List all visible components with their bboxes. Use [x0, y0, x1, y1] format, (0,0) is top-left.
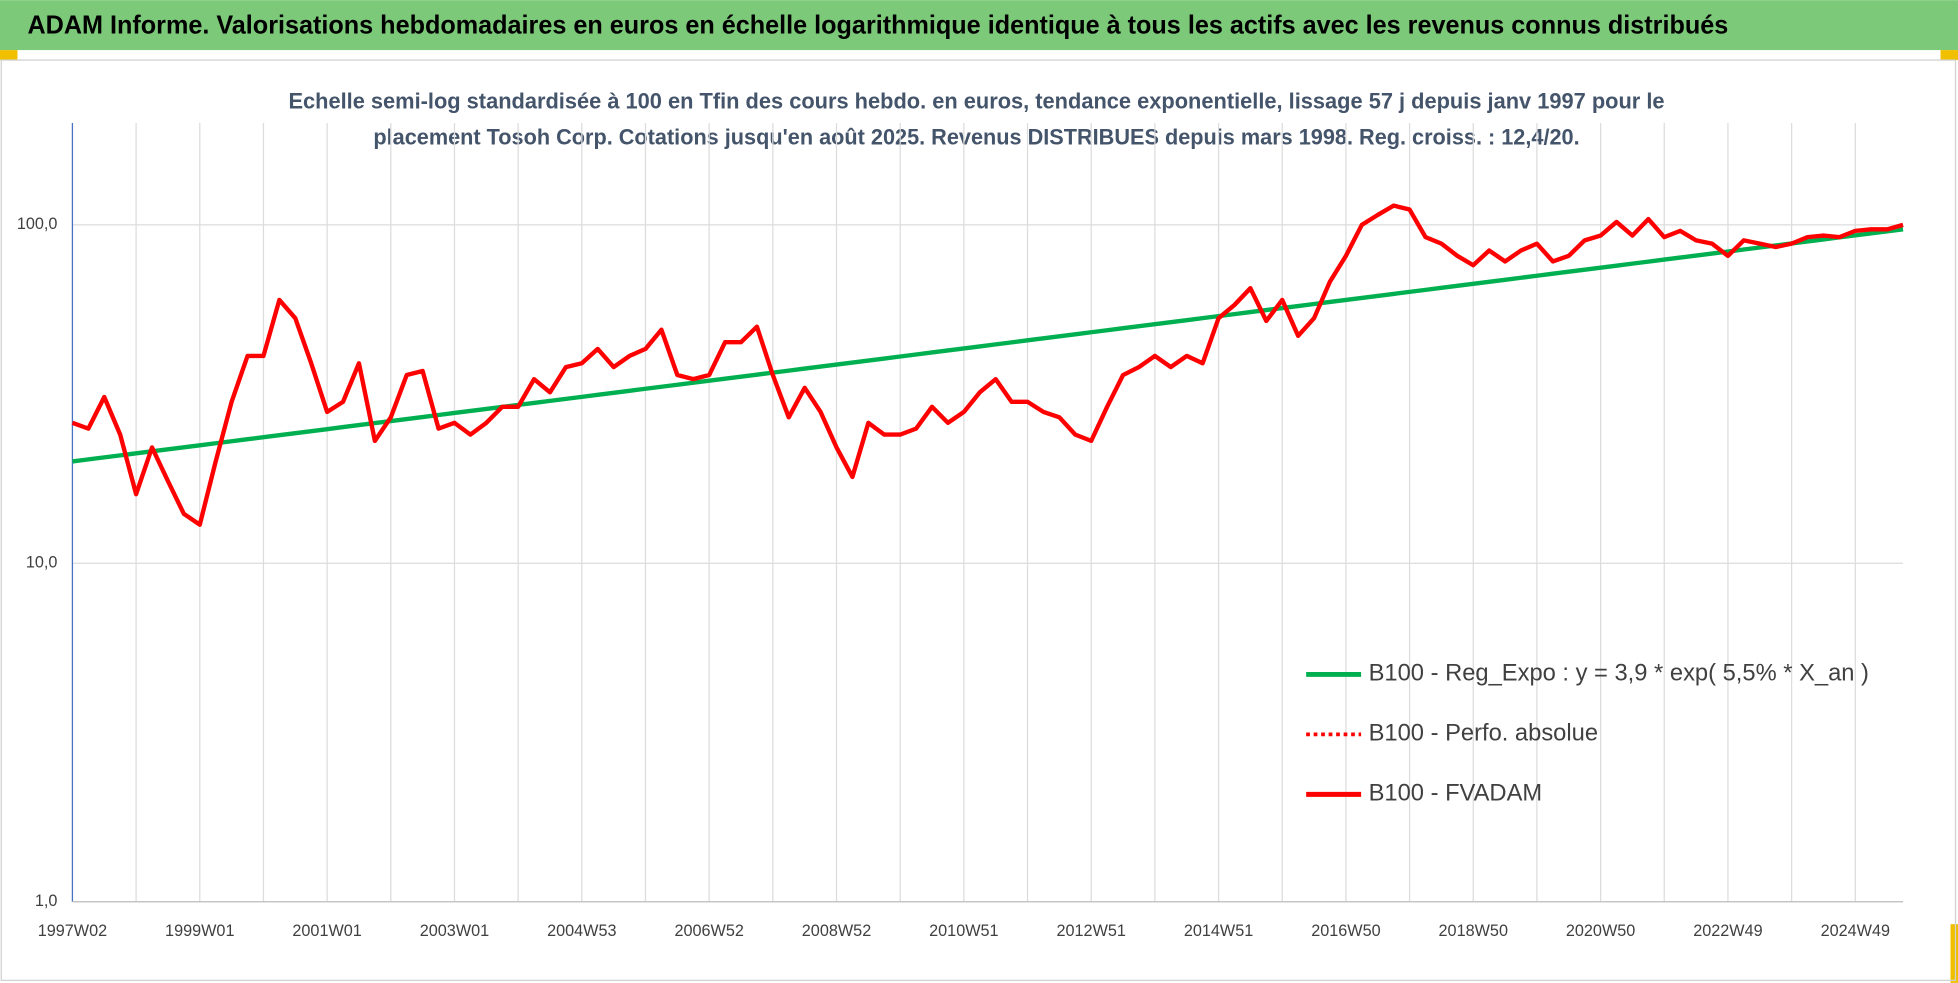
x-tick-label: 2022W49 [1693, 922, 1762, 940]
x-tick-label: 2014W51 [1184, 922, 1253, 940]
x-tick-label: 1999W01 [165, 922, 234, 940]
x-tick-label: 2016W50 [1311, 922, 1380, 940]
x-tick-label: 2024W49 [1821, 922, 1890, 940]
x-tick-label: 2001W01 [292, 922, 361, 940]
chart-frame [0, 59, 1957, 981]
series-line [71, 204, 1904, 527]
corner-mark [1950, 924, 1958, 983]
x-tick-label: 2012W51 [1056, 922, 1125, 940]
y-tick-label: 1,0 [35, 892, 58, 910]
legend-label: B100 - FVADAM [1369, 781, 1543, 807]
plot-area: 1,0 10,0 100,0 1997W02 1999W01 2001W01 2003W01… [17, 123, 1904, 940]
x-tick-label: 1997W02 [38, 922, 107, 940]
chart-title: ADAM Informe. Valorisations hebdomadaire… [27, 9, 1728, 39]
y-tick-label: 100,0 [17, 215, 58, 233]
x-tick-label: 2006W52 [674, 922, 743, 940]
y-tick-label: 10,0 [26, 554, 58, 572]
x-tick-label: 2010W51 [929, 922, 998, 940]
legend-label: B100 - Reg_Expo : y = 3,9 * exp( 5,5% * … [1369, 661, 1869, 687]
x-tick-label: 2003W01 [420, 922, 489, 940]
corner-mark [0, 50, 18, 61]
chart-subtitle: placement Tosoh Corp. Cotations jusqu'en… [373, 125, 1579, 150]
x-tick-label: 2004W53 [547, 922, 616, 940]
x-tick-label: 2008W52 [802, 922, 871, 940]
x-tick-label: 2020W50 [1566, 922, 1635, 940]
header-band [0, 0, 1958, 51]
series-line [71, 203, 1904, 527]
series-line [72, 227, 1904, 464]
corner-mark [1940, 50, 1958, 61]
x-tick-label: 2018W50 [1439, 922, 1508, 940]
chart-subtitle: Echelle semi-log standardisée à 100 en T… [288, 88, 1664, 113]
legend-label: B100 - Perfo. absolue [1369, 721, 1598, 747]
